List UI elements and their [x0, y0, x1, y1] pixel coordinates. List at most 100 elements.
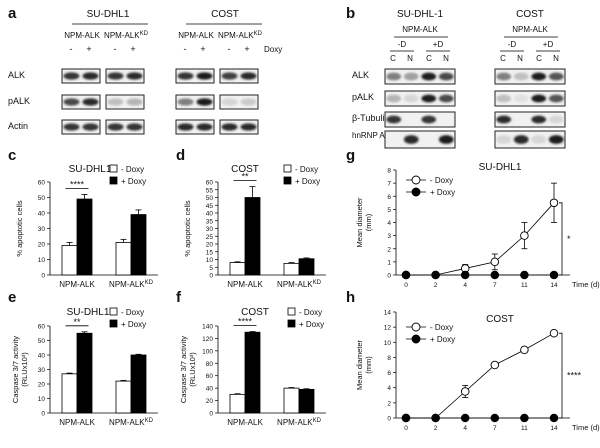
y-tick-label: 50 [38, 195, 46, 202]
y-tick-label: 120 [202, 336, 213, 343]
panel-letter-c: c [8, 147, 16, 164]
y-axis-label-unit: (mm) [364, 213, 373, 231]
bar-plus-doxy [130, 354, 147, 414]
chart-e: SU-DHL1 Caspase 3/7 activity (RLUx10³) 0 10 2… [11, 307, 158, 427]
y-tick-label: 7 [387, 181, 391, 188]
blot-membrane [494, 130, 566, 149]
blot-membrane [494, 90, 566, 107]
legend-label: + Doxy [121, 177, 146, 186]
blot-band [548, 115, 564, 124]
bar-plus-doxy [244, 197, 261, 276]
significance-marker: ** [73, 317, 81, 327]
blot-membrane [494, 111, 566, 128]
data-point-plus-doxy [520, 413, 529, 423]
x-axis-label: Time (d) [572, 423, 600, 432]
y-tick-label: 20 [206, 242, 214, 249]
panel-letter-h: h [346, 289, 355, 306]
blot-band [496, 72, 512, 81]
blot-b-fraction: N [517, 54, 523, 63]
data-point-minus-doxy [490, 360, 500, 370]
blot-band [240, 72, 257, 80]
x-tick-label: NPM-ALKKD [277, 280, 322, 289]
data-point-minus-doxy [520, 231, 529, 240]
blot-band [240, 98, 257, 106]
blot-a-row-actin: Actin [8, 121, 28, 131]
blot-band [403, 135, 419, 144]
blot-band [386, 72, 402, 81]
legend-marker [411, 334, 421, 344]
y-tick-label: 60 [38, 324, 46, 331]
data-point-plus-doxy [490, 270, 500, 280]
blot-band [63, 98, 80, 106]
blot-a-construct: NPM-ALKKD [104, 31, 149, 40]
blot-a-group-sudhl1: SU-DHL1 [87, 9, 130, 20]
legend-label: - Doxy [295, 165, 318, 174]
y-tick-label: 40 [206, 386, 214, 393]
blot-band [386, 115, 402, 124]
blot-b-construct: NPM-ALK [402, 25, 438, 34]
legend-label: - Doxy [121, 165, 144, 174]
x-tick-label: NPM-ALKKD [109, 418, 154, 427]
y-axis-label: % apoptotic cells [15, 200, 24, 257]
significance-marker: **** [567, 371, 582, 381]
blot-b-fraction: N [443, 54, 449, 63]
blot-band [496, 135, 512, 144]
blot-band [221, 123, 238, 131]
y-tick-label: 1 [387, 259, 391, 266]
blot-a-row-alk: ALK [8, 70, 25, 80]
y-tick-label: 40 [38, 211, 46, 218]
blot-b-membrane [494, 130, 566, 149]
y-tick-label: 10 [38, 257, 46, 264]
chart-h: COST Mean diameter (mm) 0 2 4 6 8 10 12 14 0 2 4 7 11 14… [355, 310, 600, 433]
blot-a-sign: + [130, 44, 135, 54]
blot-b-group-sudhl1: SU-DHL-1 [397, 9, 444, 20]
panel-letter-f: f [176, 289, 182, 306]
chart-title: SU-DHL1 [67, 307, 110, 318]
x-tick-label: 7 [493, 282, 497, 289]
blot-band [548, 72, 564, 81]
blot-a-membrane [175, 119, 215, 135]
blot-band [82, 72, 99, 80]
data-point-minus-doxy [549, 328, 559, 338]
significance-bracket [559, 202, 563, 276]
bar-plus-doxy [130, 214, 147, 276]
data-point-plus-doxy [431, 270, 440, 280]
panel-letter-a: a [8, 5, 17, 22]
chart-c: SU-DHL1 % apoptotic cells 0 10 20 30 40 50 60 NPM… [15, 164, 158, 289]
blot-band [126, 123, 143, 131]
panel-letter-e: e [8, 289, 16, 306]
y-tick-label: 50 [38, 338, 46, 345]
blot-membrane [384, 68, 456, 85]
bar-minus-doxy [229, 393, 246, 414]
blot-b-membrane [384, 111, 456, 128]
blot-a-construct: NPM-ALK [64, 31, 100, 40]
blot-a-construct: NPM-ALK [178, 31, 214, 40]
chart-title: COST [486, 314, 514, 325]
legend-swatch [283, 164, 292, 173]
series-line [406, 202, 555, 276]
blot-band [531, 115, 547, 124]
y-tick-label: 35 [206, 218, 214, 225]
chart-title: COST [231, 164, 259, 175]
y-tick-label: 20 [38, 382, 46, 389]
y-tick-label: 25 [206, 234, 214, 241]
blot-a-group-cost: COST [211, 9, 239, 20]
blot-band [403, 72, 419, 81]
chart-g: SU-DHL1 Mean diameter (mm) 0 1 2 3 4 5 6 7 8 0 2 4 7 11 1… [355, 162, 600, 289]
y-tick-label: 0 [41, 411, 45, 418]
y-axis-label: Caspase 3/7 activity [179, 336, 188, 403]
y-tick-label: 4 [387, 220, 391, 227]
blot-membrane [494, 68, 566, 85]
blot-b-membranes [384, 68, 566, 149]
blot-band [196, 72, 213, 80]
significance-bracket [559, 332, 563, 419]
legend-marker [411, 187, 421, 197]
y-tick-label: 14 [384, 310, 392, 317]
blot-band [63, 72, 80, 80]
blot-a-row-palk: pALK [8, 96, 30, 106]
x-tick-label: 4 [463, 425, 467, 432]
y-tick-label: 0 [209, 273, 213, 280]
blot-b-membrane [384, 90, 456, 107]
y-tick-label: 40 [206, 211, 214, 218]
blot-a-membrane [175, 68, 215, 84]
